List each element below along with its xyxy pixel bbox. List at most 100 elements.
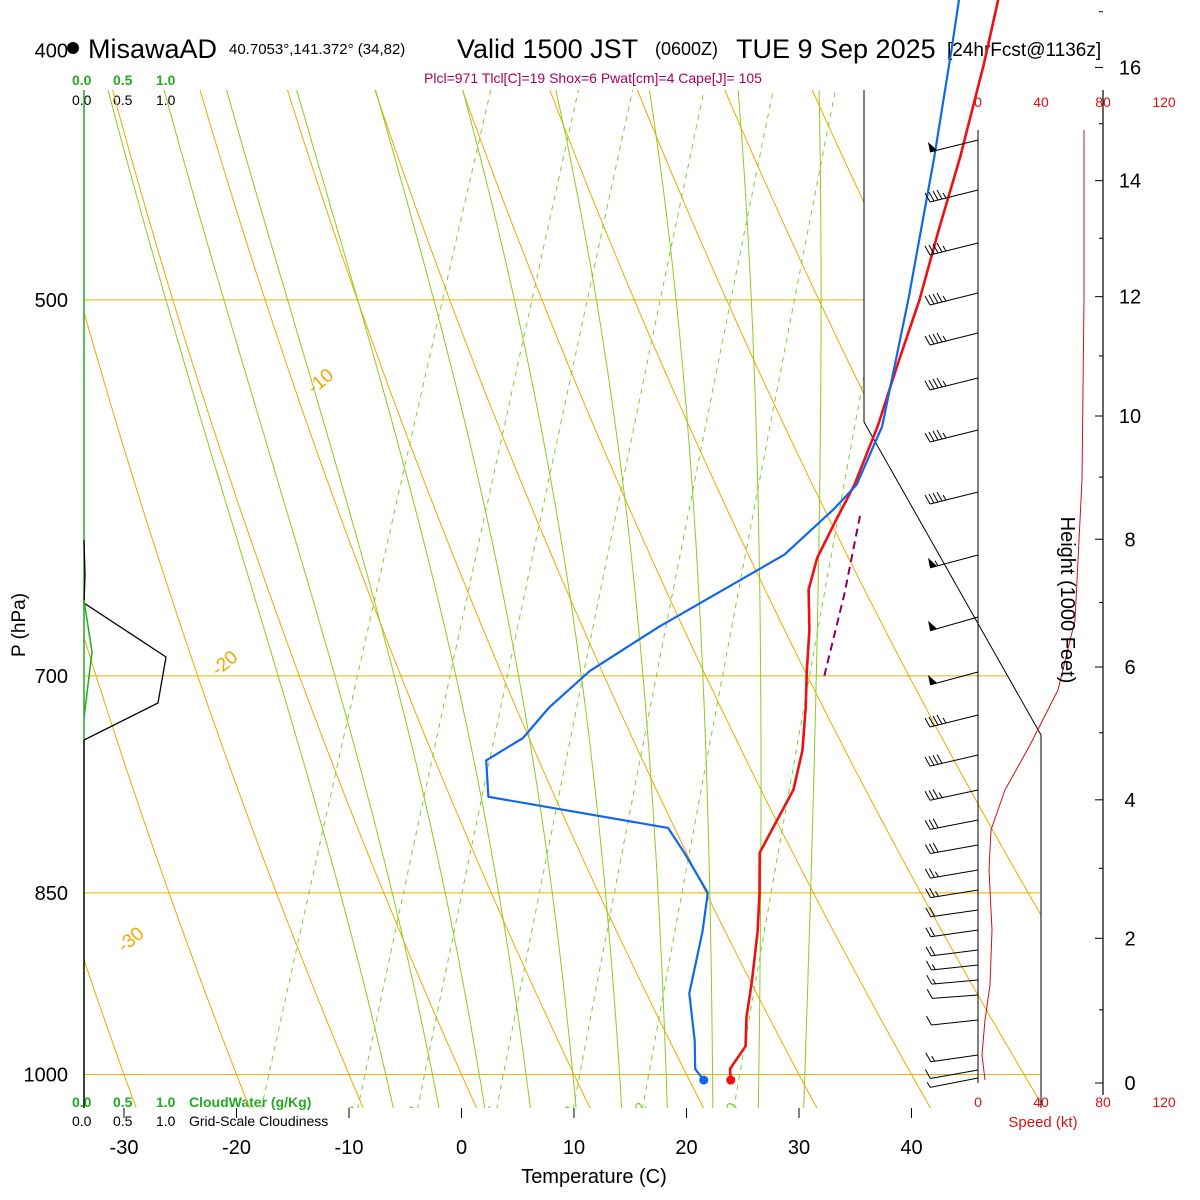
wind-barb-feather: [925, 960, 932, 971]
dry-adiabat-label: -10: [304, 365, 339, 399]
wind-barb-flag: [928, 674, 938, 685]
mixing-ratio-line: [256, 90, 501, 1108]
wind-barb-staff: [930, 929, 979, 938]
moist-adiabat-line: [138, 90, 534, 1108]
wind-barb-feather: [925, 946, 932, 957]
temperature-tick-label: 20: [675, 1137, 697, 1159]
wind-barb-staff: [932, 994, 979, 999]
dry-adiabat-line: [872, 90, 1041, 1108]
wind-barb-feather: [924, 717, 931, 728]
cloud-water-tick: 1.0: [156, 72, 176, 88]
wind-barb-feather: [924, 335, 931, 346]
wind-barb-feather: [932, 789, 939, 799]
wind-barb-feather: [928, 843, 935, 854]
dry-adiabat-line: [84, 90, 263, 1108]
dry-adiabat-line: [84, 90, 492, 1108]
wind-barb-feather: [928, 191, 935, 202]
wind-barb-feather: [926, 989, 933, 999]
height-axis-label: Height (1000 Feet): [1056, 517, 1078, 684]
wind-barb-staff: [931, 949, 979, 957]
wind-barb-feather: [924, 380, 931, 391]
wind-barb-half-feather: [942, 192, 947, 199]
moist-adiabat-line: [84, 90, 489, 1108]
mixing-ratio-line: [492, 90, 713, 1108]
wind-barb-feather: [936, 242, 943, 253]
wind-barb-feather: [932, 190, 939, 201]
wind-barb-half-feather: [932, 978, 937, 985]
cloud-water-tick: 0.0: [72, 1094, 92, 1110]
wind-barb-half-feather: [942, 245, 947, 252]
wind-barb-half-feather: [942, 432, 947, 439]
speed-tick: 0: [974, 1094, 982, 1110]
height-tick-label: 8: [1124, 529, 1135, 551]
wind-barb-feather: [925, 1052, 932, 1062]
wind-barb-staff: [930, 869, 979, 879]
dry-adiabat-label: 10: [1169, 146, 1199, 176]
height-tick-label: 12: [1119, 287, 1141, 309]
wind-barb: [926, 989, 979, 999]
wind-barb-half-feather: [931, 1055, 936, 1062]
wind-barb-feather: [928, 431, 935, 442]
wind-barb-feather: [932, 842, 939, 853]
mixing-ratio-line: [412, 90, 642, 1108]
wind-barb: [928, 139, 979, 153]
wind-barb-staff: [930, 889, 979, 899]
wind-barb-feather: [932, 293, 939, 304]
wind-barb-feather: [928, 294, 935, 305]
wind-barb: [924, 491, 979, 505]
dry-adiabat-line: [348, 90, 1041, 1108]
cloud-water-tick: 0.5: [113, 72, 133, 88]
temperature-tick-label: -30: [110, 1137, 139, 1159]
wind-speed-profile: [981, 130, 1085, 1081]
wind-barb-staff: [930, 1054, 979, 1063]
wind-barb: [924, 714, 979, 728]
wind-barb-half-feather: [931, 964, 936, 970]
wind-barb-feather: [932, 378, 939, 389]
wind-barb: [924, 429, 979, 443]
wind-barb-flag: [928, 620, 938, 631]
wind-barb: [924, 292, 979, 306]
height-axis: 02468101214161820222426283032: [1095, 11, 1141, 1095]
wind-barb-half-feather: [942, 295, 947, 302]
wind-barb-half-feather: [926, 1082, 931, 1088]
cloud-water-tick: 0.5: [113, 1094, 133, 1110]
mixing-ratio-line: [638, 90, 844, 1108]
mixing-ratio-line: [353, 90, 588, 1108]
height-tick-label: 14: [1119, 171, 1141, 193]
cloud-cover-tick: 1.0: [156, 92, 176, 108]
wind-barb-feather: [936, 429, 943, 440]
moist-adiabat-line: [776, 90, 822, 1108]
stability-indices: Plcl=971 Tlcl[C]=19 Shox=6 Pwat[cm]=4 Ca…: [424, 70, 762, 86]
wind-barb: [924, 332, 979, 346]
wind-barb: [928, 554, 979, 569]
wind-barb-feather: [929, 926, 936, 937]
cloud-scale-bottom: 0.0 0.5 1.0 CloudWater (g/Kg) 0.0 0.5 1.…: [72, 1094, 328, 1129]
wind-barb-feather: [925, 1015, 932, 1026]
wind-barb-feather: [924, 192, 931, 203]
wind-barb-feather: [928, 790, 935, 800]
wind-barb-feather: [924, 245, 931, 256]
wind-barb: [924, 754, 979, 767]
temperature-tick-label: 40: [900, 1137, 922, 1159]
cloud-cover-tick: 0.0: [72, 1113, 92, 1129]
dry-adiabat-line: [0, 0, 33, 1140]
wind-barb: [925, 960, 979, 971]
wind-barb-staff: [931, 964, 979, 971]
wind-barb: [925, 1052, 979, 1063]
wind-barb-feather: [925, 888, 931, 898]
wind-barb: [926, 974, 979, 985]
dry-adiabat-label: 30: [1094, 466, 1124, 496]
cloud-water-line: [83, 599, 93, 719]
sounding-curves: [485, 0, 1000, 1085]
wind-barb-staff: [929, 332, 979, 346]
wind-barb: [924, 1069, 979, 1079]
wind-barb-staff: [929, 671, 979, 686]
wind-barb: [925, 1015, 979, 1026]
cloud-water-tick: 0.0: [72, 72, 92, 88]
dry-adiabat-line: [84, 90, 606, 1108]
wind-barb: [925, 946, 979, 957]
forecast-info: [24hrFcst@1136z]: [947, 40, 1101, 61]
wind-barb: [924, 842, 979, 854]
dry-adiabat-line: [124, 90, 721, 1108]
